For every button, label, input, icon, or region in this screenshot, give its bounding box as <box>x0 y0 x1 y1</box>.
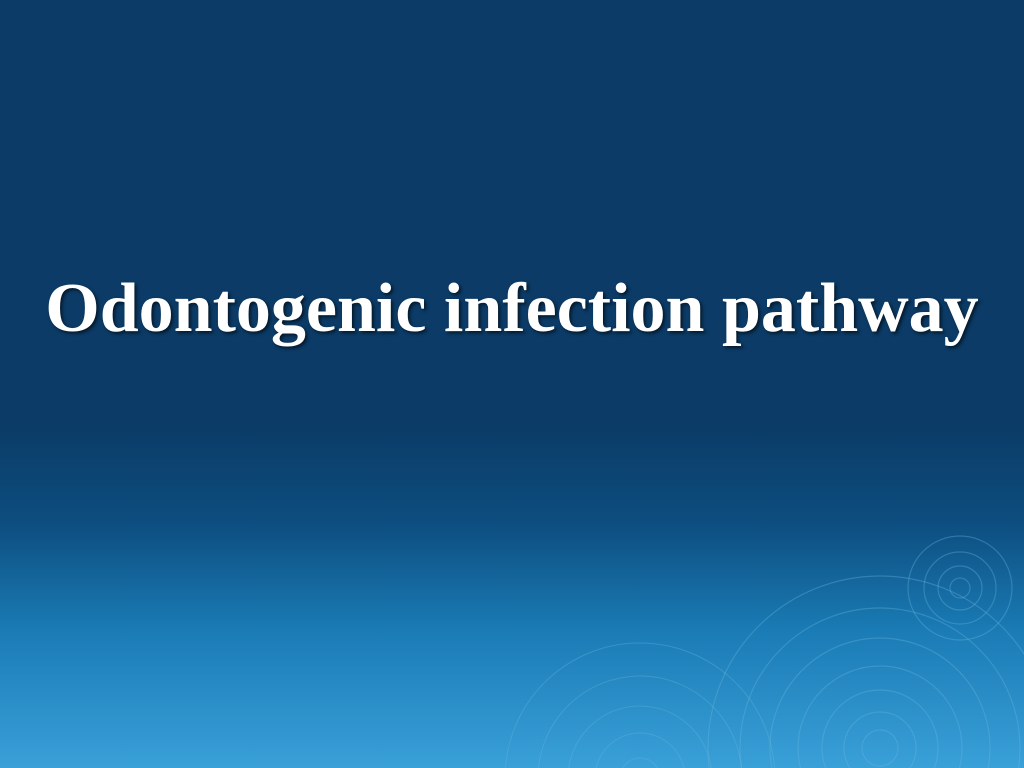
ripple-decoration <box>0 468 1024 768</box>
ripple-svg <box>0 468 1024 768</box>
slide-container: Odontogenic infection pathway <box>0 0 1024 768</box>
slide-title: Odontogenic infection pathway <box>0 268 1024 351</box>
